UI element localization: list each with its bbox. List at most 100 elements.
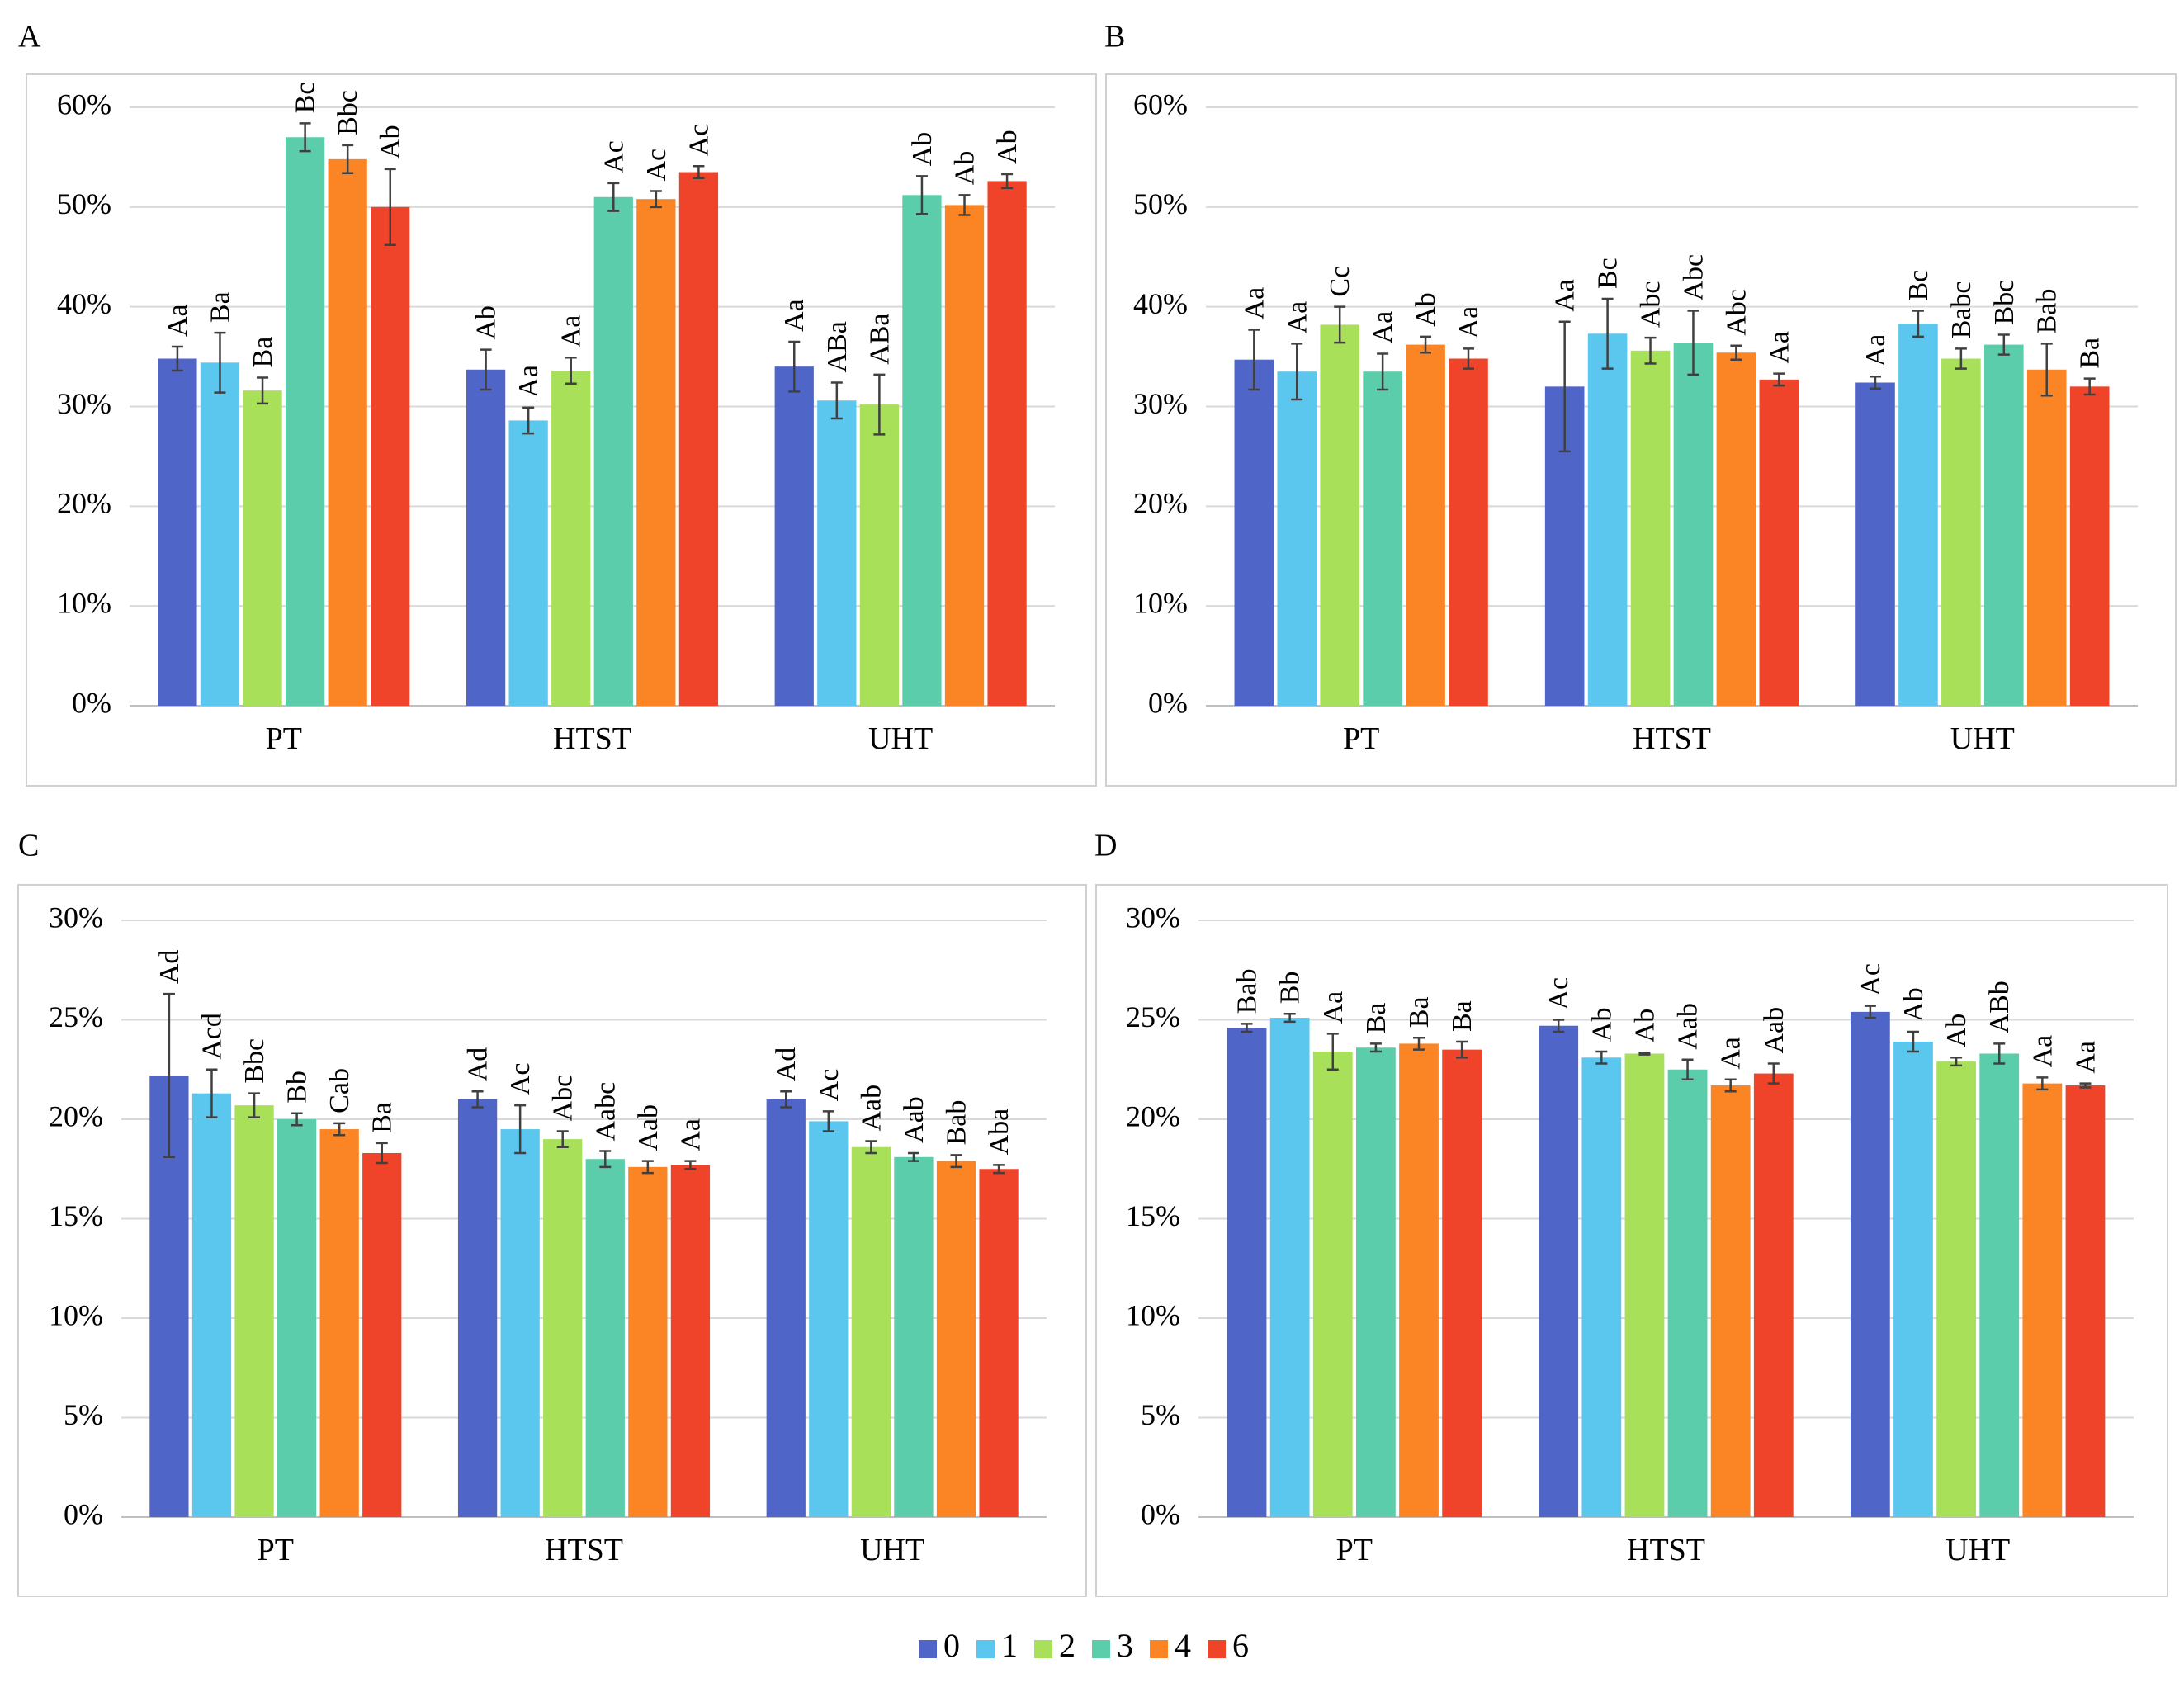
error-bar xyxy=(1595,1050,1608,1065)
significance-label: Ac xyxy=(1543,977,1574,1010)
y-tick-label: 5% xyxy=(64,1398,103,1431)
bar-c-htst-6 xyxy=(670,1165,711,1517)
bar-d-htst-3 xyxy=(1667,1069,1708,1517)
panel-label: C xyxy=(18,829,39,863)
significance-label: Ba xyxy=(367,1102,398,1133)
error-bar xyxy=(299,122,311,153)
error-bar xyxy=(1420,335,1432,354)
bar-d-htst-6 xyxy=(1753,1073,1794,1517)
bar-a-htst-3 xyxy=(593,196,633,706)
error-bar xyxy=(1248,329,1260,391)
bar-c-htst-4 xyxy=(628,1166,668,1517)
error-bar xyxy=(1907,1030,1919,1053)
significance-label: Bb xyxy=(1275,972,1306,1005)
significance-label: Ac xyxy=(814,1069,844,1102)
bar-b-uht-0 xyxy=(1855,382,1895,706)
bar-a-htst-6 xyxy=(678,172,719,706)
error-bar xyxy=(1326,1033,1339,1071)
bar-c-htst-2 xyxy=(543,1139,583,1517)
significance-label: Aa xyxy=(556,315,587,348)
bar-d-uht-6 xyxy=(2065,1085,2106,1517)
significance-label: Bc xyxy=(1903,270,1934,301)
error-bar xyxy=(556,1130,569,1148)
error-bar xyxy=(342,144,354,174)
y-tick-label: 25% xyxy=(1126,1000,1180,1033)
bar-a-pt-2 xyxy=(243,390,282,706)
y-tick-label: 20% xyxy=(1126,1099,1180,1132)
bar-b-uht-4 xyxy=(2026,369,2067,706)
error-bar xyxy=(1241,1023,1253,1033)
significance-label: Ab xyxy=(1898,987,1929,1022)
significance-label: Abc xyxy=(1721,289,1751,336)
significance-label: Aa xyxy=(1860,334,1891,367)
error-bar xyxy=(2036,1076,2049,1091)
bar-b-uht-6 xyxy=(2069,386,2110,706)
bar-d-pt-0 xyxy=(1227,1028,1267,1517)
y-tick-label: 60% xyxy=(57,87,111,121)
significance-label: Aa xyxy=(675,1118,706,1151)
error-bar xyxy=(1730,344,1742,361)
error-bar xyxy=(1993,1042,2006,1065)
y-tick-label: 30% xyxy=(1133,387,1188,420)
bar-c-uht-2 xyxy=(851,1146,891,1517)
bar-a-pt-1 xyxy=(200,362,240,706)
bar-d-pt-2 xyxy=(1312,1052,1353,1517)
error-bar xyxy=(514,1104,527,1155)
y-tick-label: 0% xyxy=(1141,1497,1180,1530)
significance-label: Ac xyxy=(598,140,629,173)
bar-d-uht-1 xyxy=(1893,1042,1933,1517)
bar-b-pt-3 xyxy=(1363,371,1402,706)
significance-label: Bab xyxy=(1232,969,1263,1014)
error-bar xyxy=(1687,310,1699,376)
significance-label: Aa xyxy=(2027,1035,2058,1068)
y-tick-label: 5% xyxy=(1141,1398,1180,1431)
significance-label: Aa xyxy=(2070,1041,2101,1074)
error-bar xyxy=(650,190,662,209)
y-tick-label: 10% xyxy=(1126,1298,1180,1331)
error-bar xyxy=(1950,1057,1963,1067)
error-bar xyxy=(257,376,269,405)
error-bar xyxy=(1558,320,1571,453)
significance-label: Bc xyxy=(1593,258,1624,289)
y-tick-label: 20% xyxy=(1133,487,1188,520)
significance-label: Bbc xyxy=(333,90,363,135)
significance-label: ABa xyxy=(822,321,853,372)
bar-c-pt-1 xyxy=(191,1093,232,1517)
error-bar xyxy=(693,165,705,180)
significance-label: Ac xyxy=(505,1062,536,1095)
legend-label: 0 xyxy=(943,1627,960,1664)
error-bar xyxy=(822,1110,834,1132)
error-bar xyxy=(915,175,928,215)
significance-label: Aab xyxy=(899,1096,929,1143)
bar-c-htst-0 xyxy=(457,1099,498,1517)
bar-b-htst-2 xyxy=(1630,350,1671,706)
significance-label: Babc xyxy=(1946,281,1977,339)
legend-swatch xyxy=(919,1640,937,1658)
bar-a-uht-2 xyxy=(859,404,900,706)
significance-label: Aa xyxy=(1282,301,1312,334)
bar-c-htst-1 xyxy=(500,1129,540,1517)
significance-label: Aa xyxy=(1368,311,1398,344)
error-bar xyxy=(1283,1013,1296,1024)
significance-label: Aa xyxy=(1239,287,1269,320)
x-tick-label: HTST xyxy=(545,1533,623,1567)
bar-a-uht-0 xyxy=(774,366,814,706)
error-bar xyxy=(599,1150,612,1169)
bar-c-htst-3 xyxy=(585,1159,625,1517)
bar-d-uht-3 xyxy=(1979,1053,2020,1517)
error-bar xyxy=(1864,1005,1876,1019)
error-bar xyxy=(1601,297,1614,370)
bar-b-pt-4 xyxy=(1406,344,1445,706)
bar-c-uht-6 xyxy=(979,1169,1019,1517)
bar-d-htst-0 xyxy=(1539,1025,1579,1517)
error-bar xyxy=(376,1142,388,1165)
significance-label: ABa xyxy=(864,314,895,365)
error-bar xyxy=(163,992,175,1159)
significance-label: Cab xyxy=(324,1068,355,1113)
significance-label: Aab xyxy=(856,1085,886,1132)
bar-a-htst-0 xyxy=(466,369,506,706)
significance-label: Abc xyxy=(548,1075,579,1122)
significance-label: Ac xyxy=(641,149,672,182)
bar-a-pt-4 xyxy=(328,158,367,707)
